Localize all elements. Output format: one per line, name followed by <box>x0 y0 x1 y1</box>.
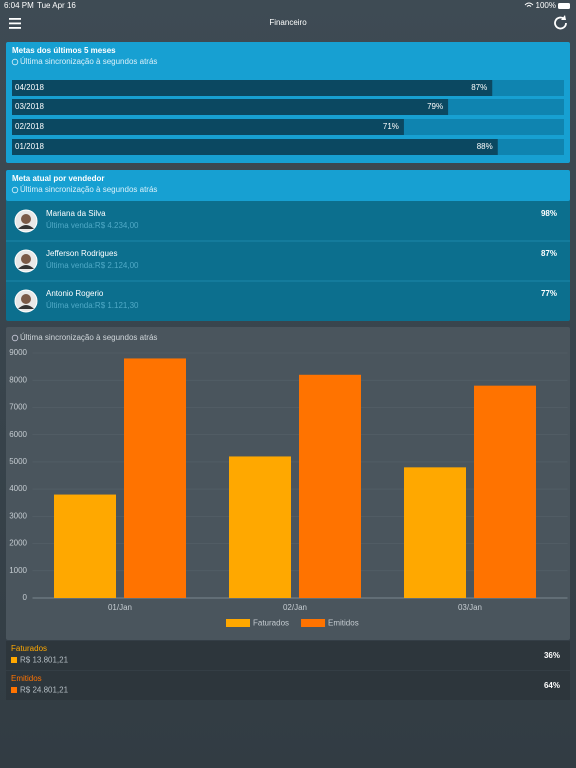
x-tick-label: 01/Jan <box>108 603 132 612</box>
seller-last-sale: Última venda:R$ 1.121,30 <box>46 301 139 310</box>
y-tick-label: 9000 <box>9 348 27 357</box>
x-tick-label: 03/Jan <box>458 603 482 612</box>
y-tick-label: 1000 <box>9 566 27 575</box>
wifi-icon <box>524 2 534 7</box>
seller-percent: 87% <box>541 249 557 258</box>
goal-label: 03/2018 <box>15 102 44 111</box>
seller-last-sale: Última venda:R$ 2.124,00 <box>46 261 139 270</box>
summary-amount: R$ 13.801,21 <box>20 656 69 665</box>
legend-swatch <box>226 619 250 627</box>
y-tick-label: 2000 <box>9 539 27 548</box>
y-tick-label: 5000 <box>9 457 27 466</box>
bar <box>299 374 361 598</box>
seller-name: Mariana da Silva <box>46 209 106 218</box>
goal-value: 79% <box>427 102 443 111</box>
summary-name: Emitidos <box>11 674 42 683</box>
seller-name: Jefferson Rodrigues <box>46 249 117 258</box>
goal-bar <box>12 139 498 155</box>
goal-label: 02/2018 <box>15 122 44 131</box>
seller-name: Antonio Rogerio <box>46 289 104 298</box>
goal-bar <box>12 99 449 115</box>
bar <box>54 494 116 598</box>
goal-bar <box>12 80 493 96</box>
goal-label: 04/2018 <box>15 83 44 92</box>
goals-sync: Última sincronização à segundos atrás <box>20 57 157 66</box>
y-tick-label: 3000 <box>9 511 27 520</box>
status-time: 6:04 PM <box>4 1 34 10</box>
clock-icon <box>11 186 19 194</box>
goal-label: 01/2018 <box>15 142 44 151</box>
clock-icon <box>11 58 19 66</box>
nav-title: Financeiro <box>269 18 307 27</box>
chart-subtitle: Última sincronização à segundos atrás <box>20 333 157 342</box>
seller-percent: 77% <box>541 289 557 298</box>
summary-row <box>6 671 570 700</box>
avatar-face <box>21 294 31 304</box>
summary-name: Faturados <box>11 644 47 653</box>
clock-icon <box>11 334 19 342</box>
seller-percent: 98% <box>541 209 557 218</box>
avatar-face <box>21 214 31 224</box>
sellers-sync: Última sincronização à segundos atrás <box>20 185 157 194</box>
menu-button[interactable] <box>9 18 21 29</box>
sellers-title: Meta atual por vendedor <box>12 174 104 183</box>
y-tick-label: 8000 <box>9 375 27 384</box>
summary-row <box>6 641 570 670</box>
battery-icon <box>558 3 570 9</box>
y-tick-label: 7000 <box>9 403 27 412</box>
summary-percent: 64% <box>544 681 560 690</box>
bar <box>124 358 186 598</box>
sellers-card <box>6 170 570 321</box>
legend-label: Emitidos <box>328 619 359 628</box>
summary-swatch <box>11 657 17 663</box>
refresh-button[interactable] <box>554 15 567 30</box>
y-tick-label: 4000 <box>9 484 27 493</box>
sellers-header <box>6 170 570 201</box>
bar <box>229 456 291 598</box>
legend-swatch <box>301 619 326 627</box>
summary-percent: 36% <box>544 651 560 660</box>
bar <box>404 467 466 598</box>
legend-label: Faturados <box>253 619 289 628</box>
avatar-body <box>18 225 34 229</box>
avatar-body <box>18 305 34 309</box>
y-tick-label: 6000 <box>9 430 27 439</box>
summary-amount: R$ 24.801,21 <box>20 686 69 695</box>
status-date: Tue Apr 16 <box>37 1 76 10</box>
goal-value: 87% <box>471 83 487 92</box>
bar <box>474 385 536 598</box>
status-battery: 100% <box>536 1 556 10</box>
goal-bar <box>12 119 404 135</box>
summary-swatch <box>11 687 17 693</box>
seller-last-sale: Última venda:R$ 4.234,00 <box>46 221 139 230</box>
goal-value: 71% <box>383 122 399 131</box>
avatar-body <box>18 265 34 269</box>
y-tick-label: 0 <box>23 593 28 602</box>
goal-value: 88% <box>477 142 493 151</box>
x-tick-label: 02/Jan <box>283 603 307 612</box>
avatar-face <box>21 254 31 264</box>
goals-title: Metas dos últimos 5 meses <box>12 46 116 55</box>
